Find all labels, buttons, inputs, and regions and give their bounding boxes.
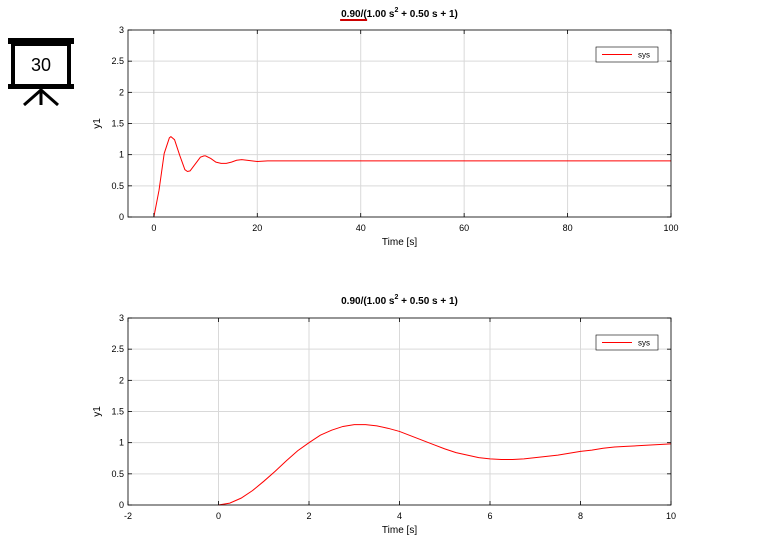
- y-tick-label: 1.5: [111, 119, 124, 129]
- x-tick-label: 20: [252, 223, 262, 233]
- x-tick-label: 10: [666, 511, 676, 521]
- y-tick-label: 2: [119, 87, 124, 97]
- badge-number: 30: [31, 55, 51, 75]
- y-tick-label: 3: [119, 313, 124, 323]
- y-tick-label: 1: [119, 150, 124, 160]
- y-tick-label: 1: [119, 438, 124, 448]
- y-tick-label: 3: [119, 25, 124, 35]
- x-tick-label: 40: [356, 223, 366, 233]
- series-line-sys: [153, 135, 671, 218]
- x-axis-label: Time [s]: [382, 525, 417, 536]
- x-tick-label: 0: [216, 511, 221, 521]
- series-line-sys: [218, 424, 672, 506]
- x-tick-label: 100: [663, 223, 678, 233]
- y-tick-label: 2: [119, 375, 124, 385]
- y-tick-label: 2.5: [111, 56, 124, 66]
- x-tick-label: 80: [563, 223, 573, 233]
- y-axis-label: y1: [92, 406, 103, 417]
- y-tick-label: 0: [119, 212, 124, 222]
- x-axis-label: Time [s]: [382, 237, 417, 248]
- y-tick-label: 2.5: [111, 344, 124, 354]
- x-tick-label: 60: [459, 223, 469, 233]
- chart-title: 0.90/(1.00 s2 + 0.50 s + 1): [341, 294, 458, 307]
- x-tick-label: -2: [124, 511, 132, 521]
- x-tick-label: 8: [578, 511, 583, 521]
- x-tick-label: 6: [487, 511, 492, 521]
- y-axis-label: y1: [92, 118, 103, 129]
- y-tick-label: 1.5: [111, 407, 124, 417]
- legend-label: sys: [638, 339, 650, 348]
- y-tick-label: 0.5: [111, 181, 124, 191]
- legend-label: sys: [638, 51, 650, 60]
- chart-title: 0.90/(1.00 s2 + 0.50 s + 1): [341, 7, 458, 20]
- y-tick-label: 0.5: [111, 469, 124, 479]
- x-tick-label: 0: [151, 223, 156, 233]
- y-tick-label: 0: [119, 500, 124, 510]
- x-tick-label: 2: [306, 511, 311, 521]
- step-response-chart-full: 0 20 40 60 80 100 0 0.5 1 1.5 2 2.5 3 Time [s] y1 0.90/…: [92, 7, 679, 248]
- presentation-board-icon: 30: [8, 38, 74, 106]
- x-tick-label: 4: [397, 511, 402, 521]
